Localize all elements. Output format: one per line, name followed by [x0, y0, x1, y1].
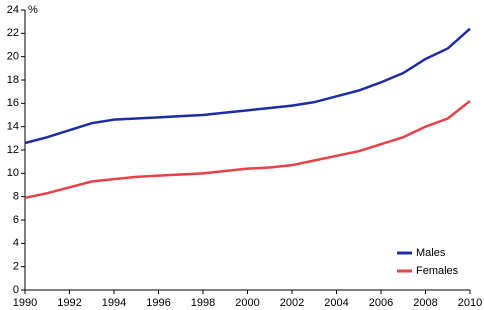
line: [24, 27, 471, 145]
y-tick-label: 6: [13, 214, 19, 226]
legend-label: Females: [416, 265, 459, 277]
x-tick-label: 2004: [324, 297, 348, 309]
y-tick-label: 10: [7, 167, 19, 179]
legend-label: Males: [416, 247, 446, 259]
x-tick-label: 2006: [369, 297, 393, 309]
y-tick-label: 0: [13, 284, 19, 296]
y-tick-label: 12: [7, 144, 19, 156]
x-tick-label: 1992: [57, 297, 81, 309]
line: [24, 100, 471, 200]
x-tick-label: 1994: [102, 297, 126, 309]
y-tick-label: 18: [7, 74, 19, 86]
y-tick-label: 14: [7, 121, 19, 133]
x-tick-label: 1996: [146, 297, 170, 309]
x-tick-label: 1990: [13, 297, 37, 309]
y-tick-label: 8: [13, 191, 19, 203]
x-tick-label: 2010: [458, 297, 482, 309]
x-tick-label: 1998: [191, 297, 215, 309]
y-tick-label: 22: [7, 27, 19, 39]
y-tick-label: 2: [13, 261, 19, 273]
x-tick-label: 2000: [235, 297, 259, 309]
y-tick-label: 16: [7, 97, 19, 109]
x-tick-label: 2002: [280, 297, 304, 309]
y-tick-label: 20: [7, 51, 19, 63]
y-tick-label: 24: [7, 4, 19, 16]
y-axis-label: %: [28, 4, 38, 16]
y-tick-label: 4: [13, 237, 19, 249]
x-tick-label: 2008: [413, 297, 437, 309]
